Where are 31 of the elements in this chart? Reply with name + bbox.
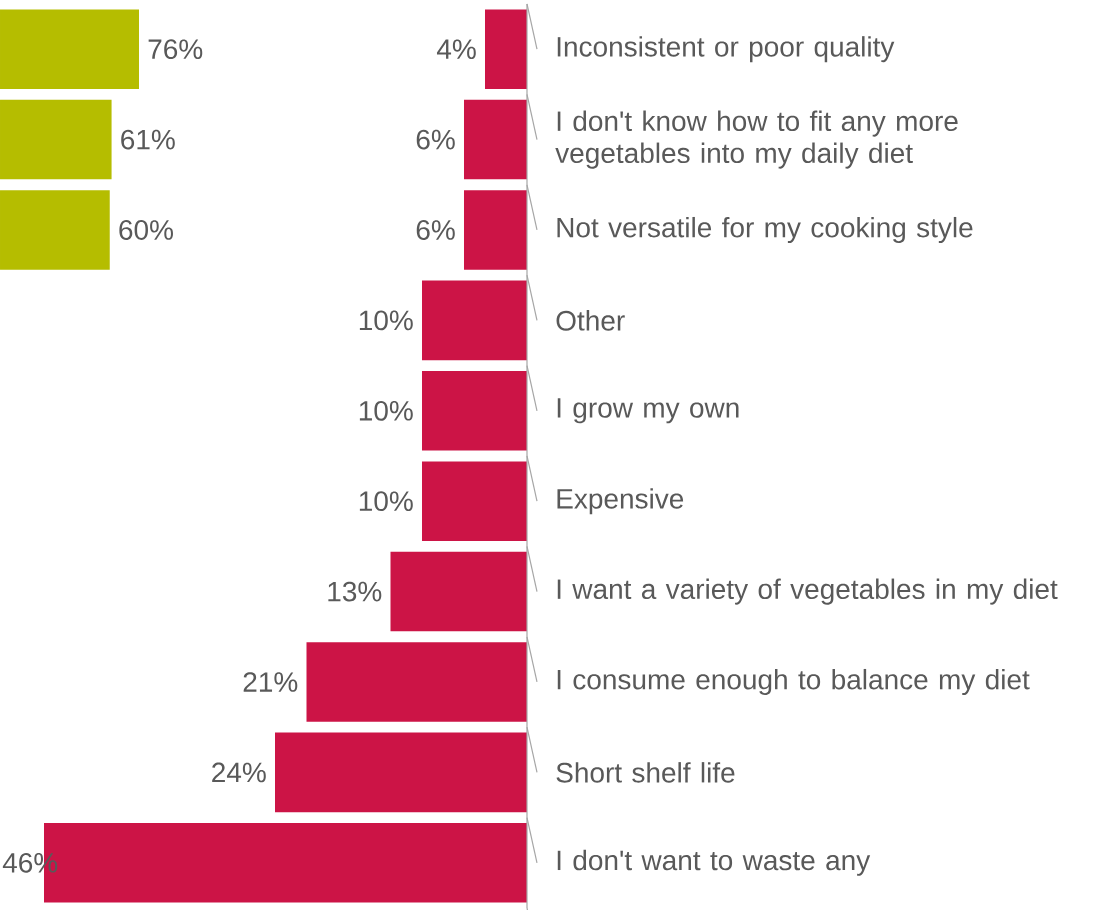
data-label: 76% [148,39,203,60]
data-label: 10% [359,491,413,512]
data-label: 6% [416,129,455,150]
data-label: 13% [328,581,382,602]
data-label: 6% [416,220,455,240]
y-tick-label: I want a variety of vegetables in my diet [557,578,1058,605]
bar [464,99,527,180]
y-tick-label: Short shelf life [556,762,735,783]
y-tick-label: I grow my own [557,398,739,424]
bar [485,9,527,89]
data-label: 24% [212,762,266,783]
bar [422,280,527,361]
bar [306,642,527,722]
data-label: 4% [436,39,476,59]
y-tick-label: Not versatile for my cooking style [557,216,973,244]
y-tick-label: I don't know how to fit any more vegetables into my daily diet [555,110,958,169]
data-label: 21% [243,672,298,692]
y-tick-label: Inconsistent or poor quality [557,36,895,63]
data-label: 61% [121,129,175,150]
y-tick-label: Expensive [557,488,684,515]
y-tick-label: I don't want to waste any [557,849,871,876]
bar [422,461,527,541]
y-tick-label: Other [556,310,625,331]
bar [390,551,527,632]
bar [422,371,527,451]
data-label: 10% [359,400,413,421]
bar [464,190,527,270]
bar [275,732,527,813]
data-label: 60% [119,220,173,240]
data-label: 10% [359,310,413,331]
y-tick-label: I consume enough to balance my diet [557,668,1030,696]
